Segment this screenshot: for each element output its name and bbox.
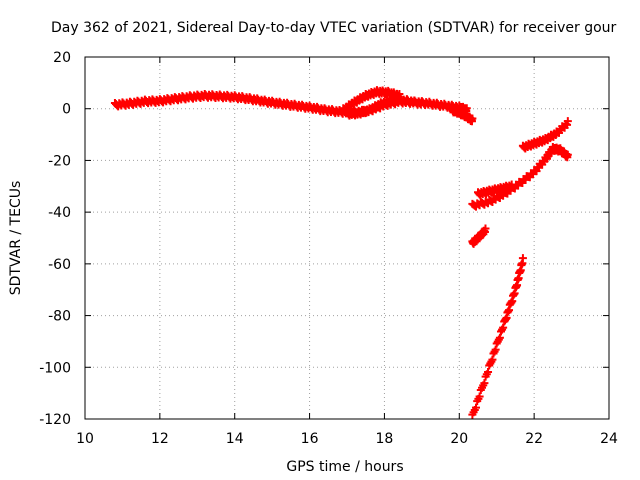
- data-point: [491, 345, 500, 354]
- series-lower-loop: [343, 94, 426, 120]
- x-tick-label: 14: [226, 431, 244, 447]
- data-point: [495, 333, 504, 342]
- data-point: [484, 367, 493, 376]
- y-tick-label: -100: [39, 360, 71, 376]
- x-tick-label: 24: [600, 431, 618, 447]
- plot-frame: [84, 56, 610, 420]
- data-point: [507, 180, 516, 189]
- series-late-a: [518, 117, 572, 153]
- y-tick-label: -40: [48, 205, 71, 221]
- x-tick-label: 22: [525, 431, 543, 447]
- series-upper-loop: [339, 86, 404, 115]
- y-tick-label: -20: [48, 153, 71, 169]
- x-tick-label: 20: [450, 431, 468, 447]
- data-point: [518, 254, 527, 263]
- data-point: [563, 150, 572, 159]
- x-axis-title: GPS time / hours: [286, 459, 403, 475]
- data-point: [563, 117, 572, 126]
- series-late-c: [474, 180, 516, 200]
- ticks: 10 12 14 16 18 20 22 24 -120 -100 -80 -60 -40 -20 0 20: [39, 50, 618, 447]
- x-tick-label: 10: [76, 431, 94, 447]
- y-tick-label: 0: [62, 102, 71, 118]
- y-tick-label: -80: [48, 309, 71, 325]
- data-point: [488, 355, 497, 364]
- data-point: [481, 224, 490, 233]
- chart-title: Day 362 of 2021, Sidereal Day-to-day VTE…: [51, 20, 617, 36]
- x-tick-label: 18: [376, 431, 394, 447]
- x-tick-label: 16: [301, 431, 319, 447]
- series-late-b: [468, 142, 572, 211]
- y-tick-label: -120: [39, 412, 71, 428]
- data-point: [499, 323, 508, 332]
- series-tail-down: [447, 104, 477, 126]
- x-tick-label: 12: [151, 431, 169, 447]
- series-short-drop: [468, 224, 490, 248]
- series-layer: [110, 86, 572, 419]
- series-steep-line: [468, 254, 527, 419]
- data-point: [417, 97, 426, 106]
- y-tick-label: -60: [48, 257, 71, 273]
- data-point: [471, 403, 480, 412]
- y-axis-title: SDTVAR / TECUs: [8, 181, 24, 296]
- y-tick-label: 20: [53, 50, 71, 66]
- data-point: [468, 114, 477, 123]
- data-point: [475, 392, 484, 401]
- data-point: [480, 379, 489, 388]
